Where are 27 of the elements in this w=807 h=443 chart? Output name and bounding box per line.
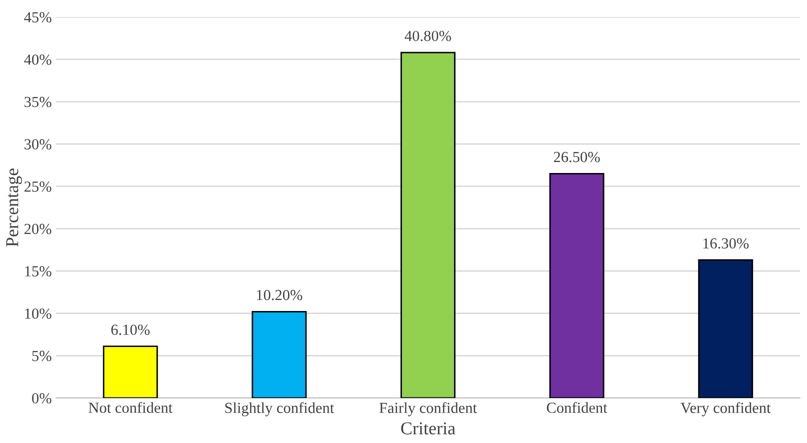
y-tick-label: 5% [32, 350, 52, 362]
x-tick-label: Fairly confident [379, 402, 477, 416]
bar [549, 172, 604, 398]
data-label: 16.30% [703, 238, 749, 249]
bar [400, 52, 456, 398]
y-tick-label: 40% [24, 54, 52, 65]
bar [102, 346, 158, 398]
x-tick-label: Slightly confident [225, 402, 334, 416]
bar [698, 259, 754, 398]
y-tick-label: 30% [24, 139, 52, 150]
y-axis-title: Percentage [6, 168, 22, 247]
y-tick-label: 25% [24, 181, 52, 192]
x-tick-label: Very confident [680, 402, 771, 416]
y-tick-label: 15% [25, 266, 52, 276]
y-tick-label: 20% [24, 224, 52, 234]
data-label: 40.80% [404, 30, 452, 42]
x-tick-label: Confident [546, 402, 608, 413]
x-tick-label: Not confident [88, 402, 173, 413]
y-tick-label: 45% [24, 12, 52, 22]
x-axis-title: Criteria [401, 422, 456, 434]
y-tick-label: 0% [32, 393, 52, 404]
bar [252, 310, 307, 398]
data-label: 10.20% [256, 290, 302, 300]
y-tick-label: 10% [25, 308, 52, 319]
data-label: 26.50% [554, 152, 600, 162]
data-label: 6.10% [111, 324, 150, 335]
y-tick-label: 35% [24, 96, 52, 108]
